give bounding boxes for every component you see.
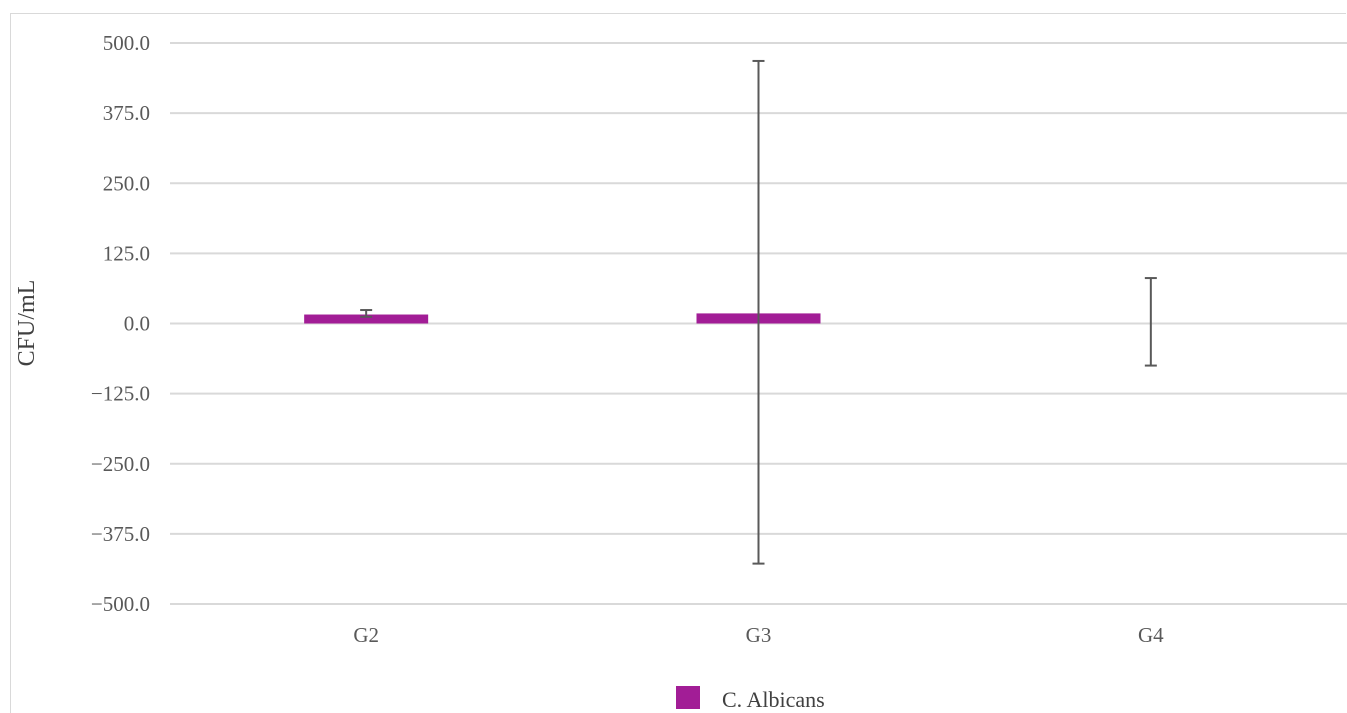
y-tick-label: 250.0 (103, 171, 150, 195)
error-bar-g2 (360, 309, 373, 318)
y-tick-label: 0.0 (124, 312, 150, 336)
x-tick-label-g3: G3 (746, 623, 772, 647)
y-tick-label: −250.0 (91, 452, 150, 476)
y-tick-label: −375.0 (91, 522, 150, 546)
y-tick-label: 500.0 (103, 31, 150, 55)
legend: C. Albicans (676, 686, 825, 709)
y-tick-label: 375.0 (103, 101, 150, 125)
x-tick-label-g2: G2 (353, 623, 379, 647)
y-tick-label: 125.0 (103, 241, 150, 265)
y-tick-label: −125.0 (91, 382, 150, 406)
error-bar-g4 (1144, 277, 1157, 367)
x-tick-labels: G2 G3 G4 (353, 623, 1164, 647)
x-tick-label-g4: G4 (1138, 623, 1164, 647)
bars (304, 313, 821, 324)
y-axis-title: CFU/mL (14, 280, 40, 367)
legend-label: C. Albicans (722, 687, 825, 709)
error-bar-g3 (752, 59, 765, 565)
y-tick-labels: 500.0 375.0 250.0 125.0 0.0 −125.0 −250.0 −375.… (91, 31, 150, 616)
error-bars (360, 59, 1157, 565)
legend-swatch (676, 686, 700, 709)
y-tick-label: −500.0 (91, 592, 150, 616)
bar-g2 (304, 314, 429, 324)
chart-frame (10, 13, 1346, 713)
